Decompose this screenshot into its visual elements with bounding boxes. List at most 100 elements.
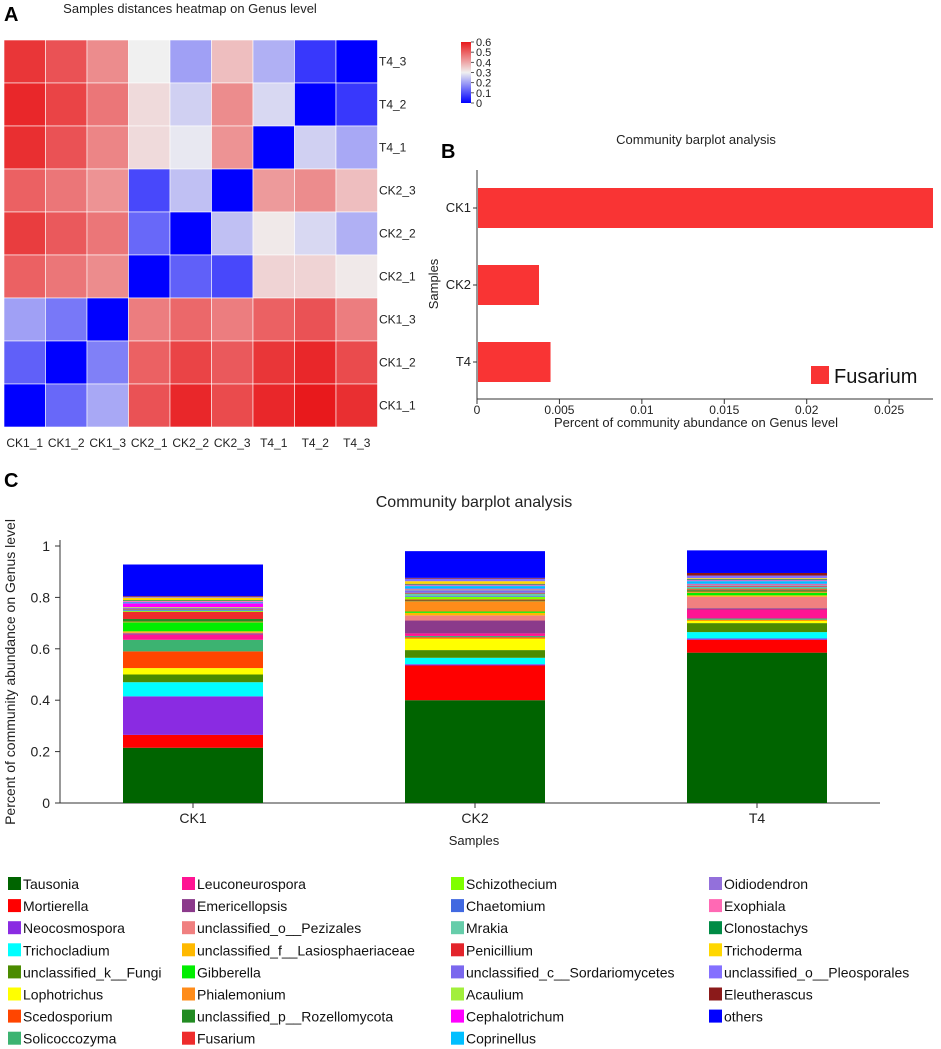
stack-segment-ck2 <box>405 637 545 639</box>
stack-segment-ck2 <box>405 612 545 616</box>
heatmap-cell <box>252 254 295 299</box>
barplot-b-xtick-label: 0.025 <box>874 403 904 417</box>
legend-swatch <box>709 899 722 913</box>
heatmap-cell <box>294 125 337 170</box>
heatmap-col-label: CK2_3 <box>214 436 251 450</box>
legend-label: Solicoccozyma <box>23 1031 117 1047</box>
heatmap-cell <box>128 211 171 256</box>
stack-segment-ck1 <box>123 668 263 675</box>
stack-segment-ck2 <box>405 615 545 621</box>
stack-segment-ck1 <box>123 607 263 609</box>
stack-segment-ck1 <box>123 631 263 633</box>
heatmap-cell <box>45 39 88 84</box>
legend-label: unclassified_f__Lasiosphaeriaceae <box>197 942 415 958</box>
stack-segment-t4 <box>687 639 827 653</box>
heatmap-col-label: CK1_2 <box>48 436 85 450</box>
barplot-b-legend-label: Fusarium <box>834 366 917 388</box>
stack-segment-ck1 <box>123 564 263 597</box>
barplot-c-category-label: CK1 <box>179 810 206 826</box>
legend-label: Phialemonium <box>197 987 286 1003</box>
legend-label: Mortierella <box>23 898 89 914</box>
heatmap-cell <box>128 254 171 299</box>
stack-segment-ck1 <box>123 596 263 598</box>
heatmap-cell <box>45 82 88 127</box>
heatmap-col-label: T4_2 <box>302 436 330 450</box>
panel-b-barplot: B Community barplot analysis Samples Per… <box>426 132 933 430</box>
colorbar-tick-label: 0.2 <box>476 78 491 90</box>
legend-swatch <box>709 1009 722 1023</box>
heatmap-cell <box>86 254 129 299</box>
colorbar-tick-label: 0 <box>476 98 482 110</box>
heatmap-cell <box>211 297 254 342</box>
heatmap-cell <box>252 340 295 385</box>
barplot-c-ytick-label: 0.6 <box>31 641 51 657</box>
barplot-c-ytick-label: 0.4 <box>31 692 51 708</box>
stack-segment-ck2 <box>405 600 545 602</box>
stack-segment-ck2 <box>405 601 545 612</box>
legend-label: Exophiala <box>724 898 786 914</box>
legend-swatch <box>709 965 722 979</box>
legend-swatch <box>182 1009 195 1023</box>
stack-segment-ck2 <box>405 586 545 589</box>
heatmap-row-label: T4_2 <box>379 98 407 112</box>
barplot-c-title: Community barplot analysis <box>376 494 573 511</box>
heatmap-cell <box>3 340 46 385</box>
legend-swatch <box>182 987 195 1001</box>
barplot-b-xtick-label: 0 <box>474 403 481 417</box>
stack-segment-ck2 <box>405 620 545 634</box>
heatmap-row-label: CK2_3 <box>379 184 416 198</box>
stack-segment-ck1 <box>123 651 263 669</box>
stack-segment-ck1 <box>123 597 263 601</box>
stack-segment-t4 <box>687 578 827 580</box>
stack-segment-ck1 <box>123 618 263 622</box>
legend-swatch <box>709 877 722 890</box>
heatmap-cell <box>211 125 254 170</box>
stack-segment-t4 <box>687 618 827 620</box>
heatmap-cell <box>169 254 212 299</box>
heatmap-cell <box>169 168 212 213</box>
heatmap-cell <box>45 297 88 342</box>
heatmap-cell <box>169 340 212 385</box>
heatmap-cell <box>294 39 337 84</box>
stack-segment-ck1 <box>123 601 263 603</box>
stack-segment-ck1 <box>123 596 263 597</box>
heatmap-cell <box>211 211 254 256</box>
stack-segment-ck1 <box>123 611 263 619</box>
heatmap-cell <box>45 383 88 428</box>
heatmap-cell <box>45 125 88 170</box>
legend-swatch <box>182 877 195 890</box>
legend-swatch <box>709 943 722 957</box>
legend-label: Eleutherascus <box>724 987 813 1003</box>
stack-segment-t4 <box>687 579 827 581</box>
heatmap-cell <box>3 39 46 84</box>
legend-label: unclassified_p__Rozellomycota <box>197 1009 393 1025</box>
colorbar-tick-label: 0.6 <box>476 37 491 49</box>
heatmap-row-label: CK1_2 <box>379 356 416 370</box>
stack-segment-ck1 <box>123 674 263 683</box>
heatmap-cell <box>45 168 88 213</box>
legend-label: Oidiodendron <box>724 876 808 892</box>
stack-segment-ck1 <box>123 607 263 608</box>
legend-swatch <box>451 1031 464 1045</box>
legend-swatch <box>8 899 21 913</box>
barplot-b-xtick-label: 0.02 <box>795 403 819 417</box>
stack-segment-t4 <box>687 596 827 609</box>
barplot-b-title: Community barplot analysis <box>616 132 776 147</box>
stack-segment-ck2 <box>405 611 545 613</box>
stack-segment-t4 <box>687 591 827 593</box>
stack-segment-t4 <box>687 578 827 579</box>
heatmap-cell <box>294 168 337 213</box>
legend-label: unclassified_c__Sordariomycetes <box>466 964 675 980</box>
heatmap-cell <box>335 254 378 299</box>
barplot-b-category-label: CK1 <box>446 200 471 215</box>
stack-segment-t4 <box>687 581 827 584</box>
stack-segment-t4 <box>687 619 827 621</box>
legend-label: Trichocladium <box>23 942 110 958</box>
heatmap-cell <box>169 383 212 428</box>
heatmap-cell <box>3 254 46 299</box>
legend-label: unclassified_o__Pleosporales <box>724 964 909 980</box>
legend-label: others <box>724 1009 763 1025</box>
heatmap-cell <box>86 383 129 428</box>
stack-segment-t4 <box>687 572 827 576</box>
